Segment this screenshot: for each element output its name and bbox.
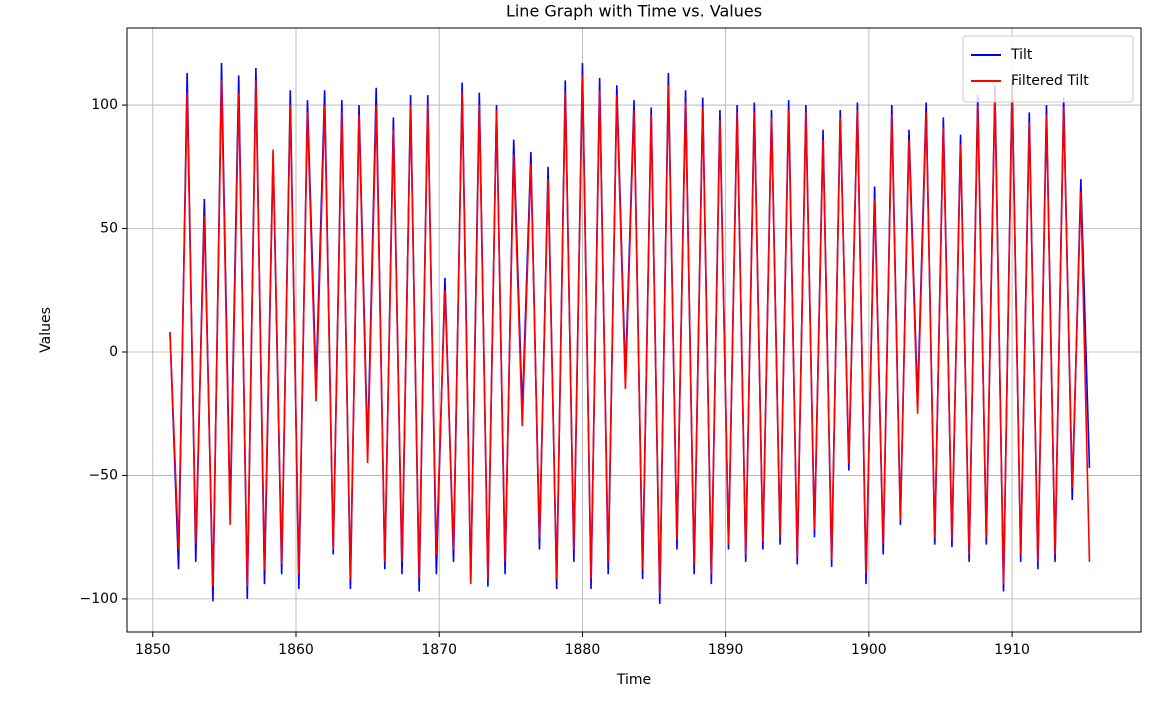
legend-label: Filtered Tilt xyxy=(1011,73,1089,89)
y-tick-label: 0 xyxy=(109,344,118,360)
x-tick-label: 1870 xyxy=(421,642,457,658)
x-tick-label: 1880 xyxy=(565,642,601,658)
x-tick-label: 1890 xyxy=(708,642,744,658)
chart-title: Line Graph with Time vs. Values xyxy=(506,2,762,21)
y-tick-label: −100 xyxy=(80,591,118,607)
plot-frame xyxy=(126,27,1142,633)
y-axis-label: Values xyxy=(38,307,54,353)
x-axis-label: Time xyxy=(616,672,651,688)
y-tick-label: 100 xyxy=(91,97,118,113)
y-tick-label: −50 xyxy=(88,467,118,483)
x-tick-label: 1910 xyxy=(994,642,1030,658)
legend: Tilt Filtered Tilt xyxy=(962,35,1134,103)
legend-label: Tilt xyxy=(1010,47,1033,63)
x-tick-label: 1850 xyxy=(135,642,171,658)
series-line xyxy=(169,75,1091,594)
x-tick-label: 1900 xyxy=(851,642,887,658)
x-tick-label: 1860 xyxy=(278,642,314,658)
y-tick-label: 50 xyxy=(100,221,118,237)
legend-box xyxy=(962,35,1134,103)
